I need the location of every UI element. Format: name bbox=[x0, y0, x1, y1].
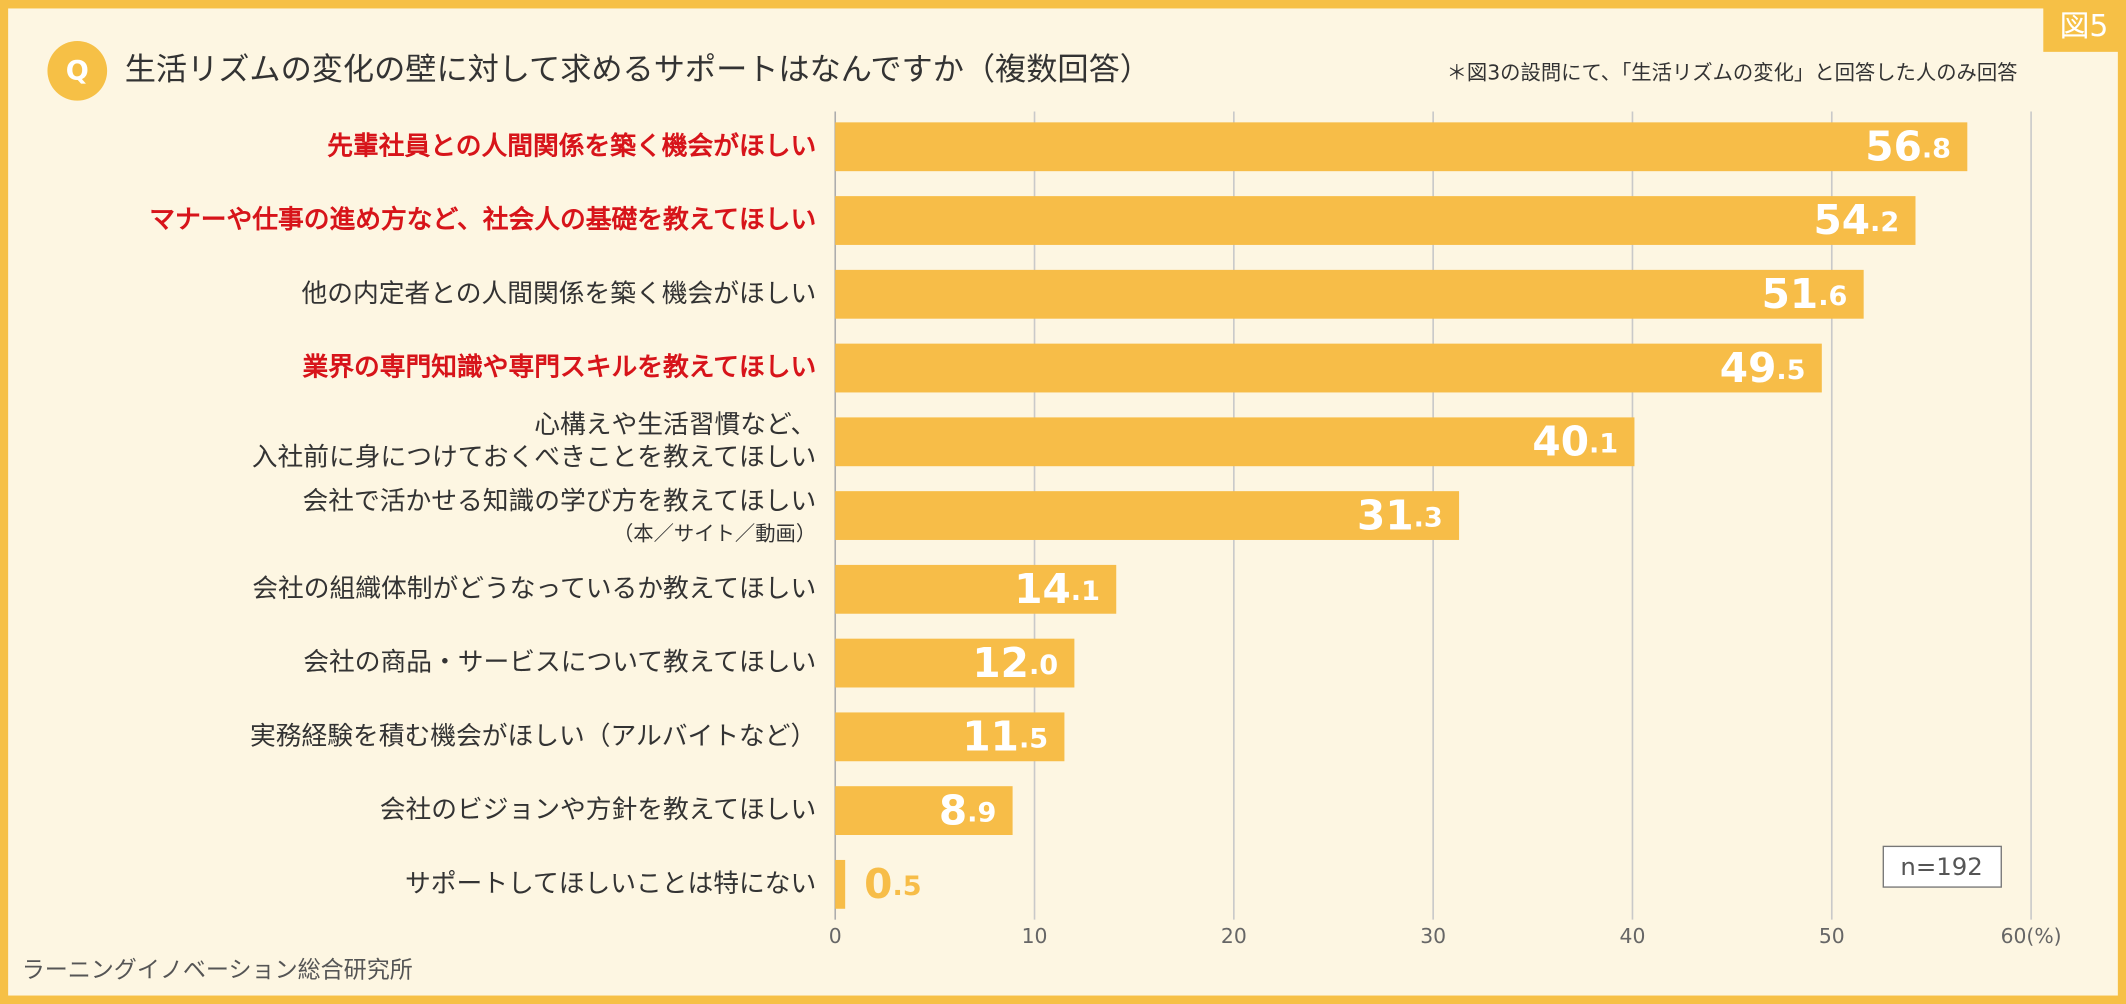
bar bbox=[835, 196, 1916, 245]
n-box bbox=[1882, 845, 2002, 888]
bar bbox=[835, 859, 846, 909]
category-label: 会社で活かせる知識の学び方を教えてほしい bbox=[303, 487, 817, 517]
value-label: 56.8 bbox=[1865, 122, 1951, 170]
value-label: 12.0 bbox=[972, 639, 1058, 687]
category-label: 実務経験を積む機会がほしい（アルバイトなど） bbox=[250, 721, 816, 751]
value-label: 40.1 bbox=[1532, 418, 1618, 466]
x-tick-label: 0 bbox=[829, 924, 842, 948]
x-tick-label: 60(%) bbox=[2001, 924, 2062, 948]
bar bbox=[835, 638, 1075, 688]
category-label: 他の内定者との人間関係を築く機会がほしい bbox=[301, 279, 816, 309]
category-label: 会社の商品・サービスについて教えてほしい bbox=[303, 648, 816, 678]
x-tick-label: 40 bbox=[1620, 924, 1646, 948]
category-label: 心構えや生活習慣など、 bbox=[534, 410, 816, 440]
q-circle bbox=[47, 41, 108, 101]
value-label: 31.3 bbox=[1357, 491, 1443, 539]
bar bbox=[835, 786, 1013, 836]
bar bbox=[835, 122, 1968, 172]
bar bbox=[835, 491, 1460, 540]
category-label: 先輩社員との人間関係を築く機会がほしい bbox=[327, 130, 816, 161]
category-label: （本／サイト／動画） bbox=[613, 522, 816, 546]
chart-title: 生活リズムの変化の壁に対して求めるサポートはなんですか（複数回答） bbox=[125, 52, 1151, 88]
source: ラーニングイノベーション総合研究所 bbox=[22, 958, 413, 984]
q-mark: Q bbox=[66, 56, 89, 87]
category-label: 入社前に身につけておくべきことを教えてほしい bbox=[252, 443, 816, 473]
x-tick-label: 30 bbox=[1420, 924, 1446, 948]
x-tick-label: 10 bbox=[1022, 924, 1048, 948]
bar bbox=[835, 712, 1065, 762]
bar bbox=[835, 417, 1635, 467]
value-label: 11.5 bbox=[962, 713, 1048, 761]
category-label: 会社の組織体制がどうなっているか教えてほしい bbox=[252, 574, 816, 604]
bar bbox=[835, 564, 1117, 614]
bar bbox=[835, 269, 1864, 319]
value-label: 49.5 bbox=[1720, 344, 1806, 392]
badge-box bbox=[2043, 0, 2126, 52]
sample-size: n=192 bbox=[1900, 852, 1982, 881]
category-label: 会社のビジョンや方針を教えてほしい bbox=[380, 795, 816, 825]
value-label: 14.1 bbox=[1014, 565, 1100, 613]
x-tick-label: 20 bbox=[1221, 924, 1247, 948]
value-label: 54.2 bbox=[1813, 196, 1899, 244]
category-label: 業界の専門知識や専門スキルを教えてほしい bbox=[303, 353, 817, 383]
note: ＊図3の設問にて、「生活リズムの変化」と回答した人のみ回答 bbox=[1447, 61, 2018, 85]
bar bbox=[835, 343, 1822, 393]
value-label: 8.9 bbox=[939, 786, 996, 834]
value-label: 0.5 bbox=[864, 860, 921, 908]
category-label: マナーや仕事の進め方など、社会人の基礎を教えてほしい bbox=[149, 204, 816, 235]
value-label: 51.6 bbox=[1762, 270, 1848, 318]
category-label: サポートしてほしいことは特にない bbox=[405, 869, 816, 899]
x-tick-label: 50 bbox=[1819, 924, 1845, 948]
badge: 図5 bbox=[2060, 9, 2109, 44]
